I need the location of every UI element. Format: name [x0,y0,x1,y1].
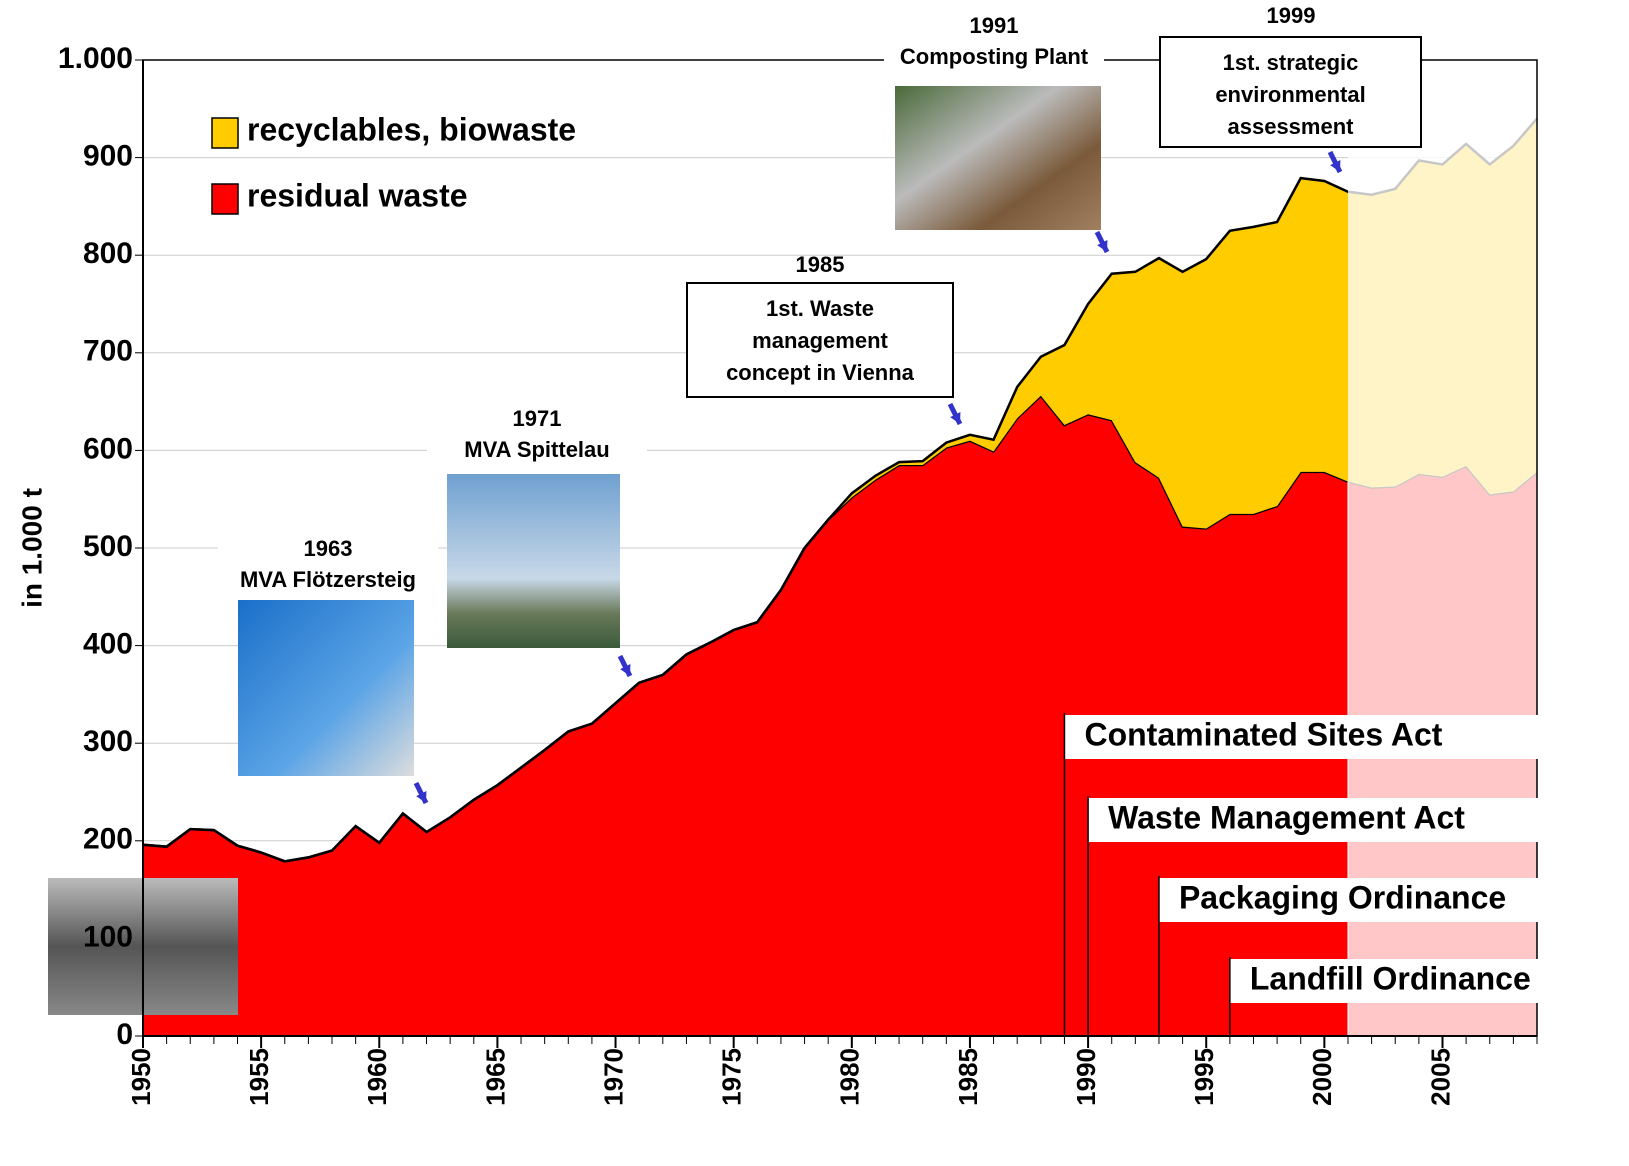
overlay [1347,60,1537,1036]
annotation-bg [218,534,438,598]
x-tick-label: 1970 [598,1048,628,1106]
x-tick-label: 1980 [835,1048,865,1106]
x-tick-label: 1975 [717,1048,747,1106]
x-tick-label: 1960 [362,1048,392,1106]
act-label: Packaging Ordinance [1179,879,1506,915]
annotation-year: 1985 [796,252,845,277]
act-label-bg [1229,959,1565,1003]
annotation-year: 1971 [513,406,562,431]
annotation-box [1159,36,1422,148]
photo [238,600,414,776]
y-tick-label: 200 [83,823,133,856]
x-tick-label: 2005 [1425,1048,1455,1106]
y-tick-label: 0 [116,1018,133,1051]
arrow-head [1097,240,1108,252]
areas [142,117,1538,1036]
act-label: Contaminated Sites Act [1084,716,1442,752]
arrow-head [950,412,961,424]
annotation-box [686,282,954,398]
x-tick-label: 1950 [126,1048,156,1106]
legend-swatch [211,183,239,215]
act-label: Landfill Ordinance [1250,960,1531,996]
faded-zone [1347,60,1537,1036]
y-tick-label: 700 [83,335,133,368]
annotation-year: 1999 [1267,3,1316,28]
annotation-label: Composting Plant [900,44,1089,69]
annotation-line: 1st. Waste [766,296,874,321]
x-tick-label: 1955 [244,1048,274,1106]
y-tick-label: 500 [83,530,133,563]
area [143,395,1537,1036]
annotation-line: environmental [1215,82,1365,107]
annotation-line: concept in Vienna [726,360,915,385]
area-outline [142,117,1538,863]
annotation-line: assessment [1228,114,1355,139]
arrow-head [416,791,427,803]
y-tick-label: 600 [83,432,133,465]
photo [447,474,620,648]
annotation-year: 1963 [304,536,353,561]
act-label: Waste Management Act [1108,799,1465,835]
x-tick-label: 1990 [1071,1048,1101,1106]
annotation-bg [427,404,647,468]
y-tick-label: 1.000 [58,42,133,75]
x-tick-label: 1985 [953,1048,983,1106]
x-tick-label: 1995 [1189,1048,1219,1106]
legend-swatch [211,117,239,149]
annotation-bg [884,11,1104,75]
annotation-label: MVA Flötzersteig [240,567,416,592]
y-tick-label: 400 [83,628,133,661]
y-tick-label: 900 [83,140,133,173]
x-tick-label: 1965 [480,1048,510,1106]
y-axis-label: in 1.000 t [16,488,47,608]
annotation-line: 1st. strategic [1223,50,1359,75]
y-tick-label: 800 [83,237,133,270]
annotation-line: management [752,328,888,353]
annotation-label: MVA Spittelau [464,437,609,462]
act-label-bg [1158,878,1565,922]
annotation-year: 1991 [970,13,1019,38]
y-tick-label: 100 [83,920,133,953]
arrow-head [1330,160,1341,172]
act-label-bg [1088,798,1565,842]
act-label-bg [1064,715,1565,759]
legend-label: recyclables, biowaste [247,111,576,147]
y-tick-label: 300 [83,725,133,758]
legend-label: residual waste [247,177,468,213]
photo [895,86,1101,230]
x-tick-label: 2000 [1307,1048,1337,1106]
area [143,118,1537,862]
arrow-head [620,664,631,676]
